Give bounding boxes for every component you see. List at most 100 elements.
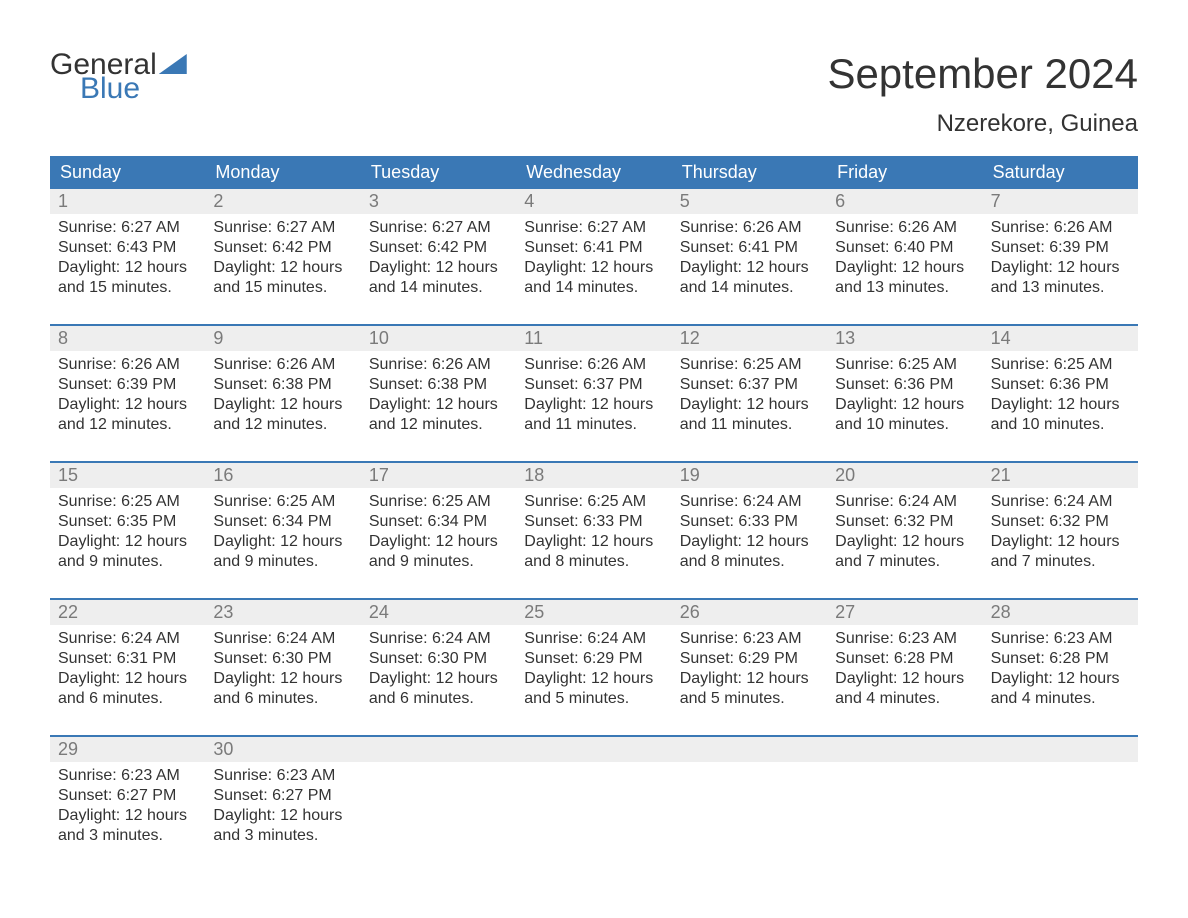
daylight-text: and 6 minutes. <box>58 689 197 709</box>
daylight-text: and 14 minutes. <box>524 278 663 298</box>
day-number: 25 <box>516 600 671 625</box>
daynum-row: 15161718192021 <box>50 463 1138 488</box>
sunrise-text: Sunrise: 6:25 AM <box>680 355 819 375</box>
sunrise-text: Sunrise: 6:25 AM <box>213 492 352 512</box>
dayname-row: Sunday Monday Tuesday Wednesday Thursday… <box>50 156 1138 189</box>
sunrise-text: Sunrise: 6:26 AM <box>835 218 974 238</box>
daylight-text: and 4 minutes. <box>835 689 974 709</box>
sunrise-text: Sunrise: 6:24 AM <box>213 629 352 649</box>
month-title: September 2024 <box>827 50 1138 98</box>
day-number: 13 <box>827 326 982 351</box>
daylight-text: Daylight: 12 hours <box>213 669 352 689</box>
day-number: 4 <box>516 189 671 214</box>
day-cell: Sunrise: 6:25 AMSunset: 6:36 PMDaylight:… <box>983 351 1138 443</box>
daylight-text: Daylight: 12 hours <box>369 258 508 278</box>
day-number: 22 <box>50 600 205 625</box>
day-number: 8 <box>50 326 205 351</box>
sunrise-text: Sunrise: 6:25 AM <box>991 355 1130 375</box>
daylight-text: Daylight: 12 hours <box>524 395 663 415</box>
day-cell <box>361 762 516 854</box>
daynum-row: 22232425262728 <box>50 600 1138 625</box>
sunset-text: Sunset: 6:38 PM <box>369 375 508 395</box>
sunrise-text: Sunrise: 6:27 AM <box>213 218 352 238</box>
day-cell: Sunrise: 6:26 AMSunset: 6:38 PMDaylight:… <box>205 351 360 443</box>
day-cell: Sunrise: 6:25 AMSunset: 6:35 PMDaylight:… <box>50 488 205 580</box>
day-number <box>516 737 671 762</box>
daylight-text: Daylight: 12 hours <box>213 395 352 415</box>
daylight-text: and 5 minutes. <box>524 689 663 709</box>
day-cell <box>827 762 982 854</box>
dayname: Friday <box>827 156 982 189</box>
sunrise-text: Sunrise: 6:26 AM <box>991 218 1130 238</box>
day-cell: Sunrise: 6:23 AMSunset: 6:27 PMDaylight:… <box>205 762 360 854</box>
daylight-text: and 15 minutes. <box>58 278 197 298</box>
daylight-text: Daylight: 12 hours <box>524 669 663 689</box>
location: Nzerekore, Guinea <box>827 110 1138 138</box>
sunset-text: Sunset: 6:43 PM <box>58 238 197 258</box>
daylight-text: Daylight: 12 hours <box>991 395 1130 415</box>
day-number: 6 <box>827 189 982 214</box>
day-cell: Sunrise: 6:25 AMSunset: 6:34 PMDaylight:… <box>361 488 516 580</box>
daylight-text: and 10 minutes. <box>835 415 974 435</box>
dayname: Thursday <box>672 156 827 189</box>
sunset-text: Sunset: 6:42 PM <box>369 238 508 258</box>
sunset-text: Sunset: 6:30 PM <box>213 649 352 669</box>
sunset-text: Sunset: 6:32 PM <box>991 512 1130 532</box>
daylight-text: Daylight: 12 hours <box>58 258 197 278</box>
day-number: 12 <box>672 326 827 351</box>
daylight-text: and 14 minutes. <box>369 278 508 298</box>
day-cell: Sunrise: 6:24 AMSunset: 6:30 PMDaylight:… <box>361 625 516 717</box>
day-cell: Sunrise: 6:24 AMSunset: 6:32 PMDaylight:… <box>983 488 1138 580</box>
daylight-text: Daylight: 12 hours <box>58 669 197 689</box>
daylight-text: and 6 minutes. <box>213 689 352 709</box>
daylight-text: Daylight: 12 hours <box>369 669 508 689</box>
dayname: Saturday <box>983 156 1138 189</box>
sunset-text: Sunset: 6:28 PM <box>991 649 1130 669</box>
sunrise-text: Sunrise: 6:23 AM <box>680 629 819 649</box>
day-cell: Sunrise: 6:26 AMSunset: 6:41 PMDaylight:… <box>672 214 827 306</box>
day-cell <box>983 762 1138 854</box>
daylight-text: Daylight: 12 hours <box>680 395 819 415</box>
day-number: 3 <box>361 189 516 214</box>
logo-text-bottom: Blue <box>80 74 187 104</box>
day-number: 10 <box>361 326 516 351</box>
sunset-text: Sunset: 6:40 PM <box>835 238 974 258</box>
sunset-text: Sunset: 6:37 PM <box>680 375 819 395</box>
sunset-text: Sunset: 6:33 PM <box>680 512 819 532</box>
day-number: 17 <box>361 463 516 488</box>
day-number: 2 <box>205 189 360 214</box>
daylight-text: Daylight: 12 hours <box>213 806 352 826</box>
sunrise-text: Sunrise: 6:25 AM <box>835 355 974 375</box>
daylight-text: and 14 minutes. <box>680 278 819 298</box>
sunset-text: Sunset: 6:34 PM <box>369 512 508 532</box>
dayname: Monday <box>205 156 360 189</box>
daylight-text: and 3 minutes. <box>213 826 352 846</box>
day-number: 23 <box>205 600 360 625</box>
daylight-text: and 8 minutes. <box>680 552 819 572</box>
daynum-row: 2930 <box>50 737 1138 762</box>
sunset-text: Sunset: 6:30 PM <box>369 649 508 669</box>
day-number <box>361 737 516 762</box>
day-cell <box>516 762 671 854</box>
daylight-text: Daylight: 12 hours <box>213 532 352 552</box>
dayname: Sunday <box>50 156 205 189</box>
daylight-text: Daylight: 12 hours <box>58 806 197 826</box>
day-number <box>827 737 982 762</box>
day-number: 18 <box>516 463 671 488</box>
sunset-text: Sunset: 6:39 PM <box>991 238 1130 258</box>
day-cell: Sunrise: 6:24 AMSunset: 6:32 PMDaylight:… <box>827 488 982 580</box>
daylight-text: Daylight: 12 hours <box>835 669 974 689</box>
daylight-text: Daylight: 12 hours <box>369 532 508 552</box>
day-cell: Sunrise: 6:26 AMSunset: 6:38 PMDaylight:… <box>361 351 516 443</box>
day-number: 19 <box>672 463 827 488</box>
day-number: 9 <box>205 326 360 351</box>
daylight-text: Daylight: 12 hours <box>680 532 819 552</box>
sunset-text: Sunset: 6:29 PM <box>680 649 819 669</box>
sunrise-text: Sunrise: 6:24 AM <box>524 629 663 649</box>
daylight-text: Daylight: 12 hours <box>991 532 1130 552</box>
sunset-text: Sunset: 6:39 PM <box>58 375 197 395</box>
sunset-text: Sunset: 6:36 PM <box>991 375 1130 395</box>
sunset-text: Sunset: 6:35 PM <box>58 512 197 532</box>
sunrise-text: Sunrise: 6:24 AM <box>835 492 974 512</box>
sunrise-text: Sunrise: 6:23 AM <box>213 766 352 786</box>
